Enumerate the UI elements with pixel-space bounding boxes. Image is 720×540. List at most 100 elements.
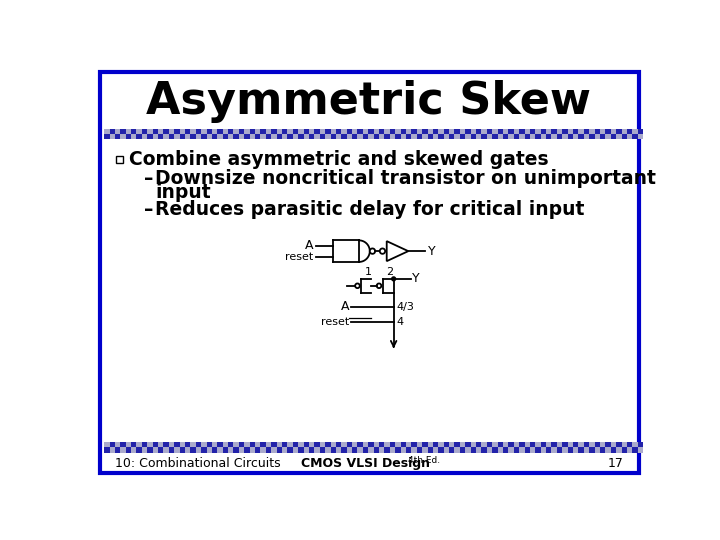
Bar [255,442,261,448]
Bar [320,448,325,453]
Bar [433,448,438,453]
Bar [449,134,454,139]
Bar [357,448,363,453]
Bar [126,129,131,134]
Bar [411,448,417,453]
Bar [120,134,126,139]
Bar [374,448,379,453]
Bar [422,129,428,134]
Bar [400,134,406,139]
Bar [616,442,621,448]
Bar [417,134,422,139]
Bar [535,134,541,139]
Bar [228,134,233,139]
Text: input: input [155,183,210,202]
Bar [276,129,282,134]
Bar [465,448,471,453]
Bar [212,448,217,453]
Bar [395,129,400,134]
Bar [153,442,158,448]
Bar [525,442,530,448]
Circle shape [355,284,360,288]
Bar [465,442,471,448]
Bar [567,442,573,448]
Bar [346,448,352,453]
Bar [352,442,357,448]
Bar [142,448,148,453]
Bar [395,442,400,448]
Bar [400,129,406,134]
Bar [271,129,276,134]
Bar [217,448,222,453]
Bar [244,134,250,139]
Bar [411,129,417,134]
Bar [428,442,433,448]
Bar [185,448,190,453]
Bar [336,448,341,453]
Bar [137,134,142,139]
Bar [390,448,395,453]
Bar [212,442,217,448]
Bar [525,448,530,453]
Bar [148,442,153,448]
Bar [315,442,320,448]
Bar [460,134,465,139]
Bar [293,448,298,453]
Text: 4/3: 4/3 [396,301,414,312]
Bar [449,448,454,453]
Bar [363,129,368,134]
Bar [444,134,449,139]
Bar [104,134,109,139]
Bar [454,134,460,139]
Bar [109,129,115,134]
Bar [336,129,341,134]
Bar [578,448,584,453]
Bar [174,134,179,139]
Bar [632,134,638,139]
Bar [606,134,611,139]
Bar [573,134,578,139]
Bar [315,129,320,134]
Bar [465,129,471,134]
Bar [627,129,632,134]
Bar [201,129,207,134]
Bar [541,129,546,134]
Bar [168,448,174,453]
Bar [304,134,309,139]
Bar [589,129,595,134]
Bar [222,134,228,139]
Bar [266,134,271,139]
Bar [261,129,266,134]
Bar [460,442,465,448]
Bar [595,129,600,134]
Bar [567,448,573,453]
Bar [444,442,449,448]
Bar [546,129,552,134]
Bar [632,129,638,134]
Bar [168,134,174,139]
Bar [616,129,621,134]
Bar [616,448,621,453]
Bar [207,448,212,453]
Bar [325,129,330,134]
Bar [557,448,562,453]
Bar [250,134,255,139]
Bar [562,129,567,134]
Bar [600,129,606,134]
Bar [595,448,600,453]
Bar [460,129,465,134]
Bar [379,442,384,448]
Bar [627,134,632,139]
Bar [503,134,508,139]
Bar [562,134,567,139]
Bar [185,442,190,448]
Bar [309,448,315,453]
Bar [282,442,287,448]
Bar [276,448,282,453]
Bar [153,448,158,453]
Bar [320,129,325,134]
Bar [449,442,454,448]
Bar [606,129,611,134]
Bar [148,134,153,139]
Bar [476,134,482,139]
